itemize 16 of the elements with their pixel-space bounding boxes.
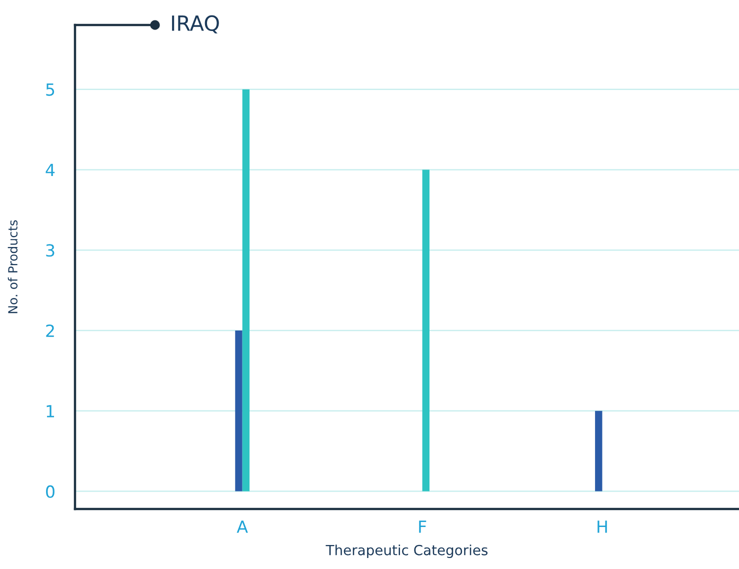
bar [422, 170, 430, 492]
bar [595, 410, 602, 492]
bar [235, 330, 242, 492]
x-axis-title: Therapeutic Categories [326, 544, 488, 558]
x-tick-label: H [598, 520, 607, 533]
x-tick-label: A [236, 520, 248, 533]
y-tick-label: 3 [46, 244, 54, 257]
chart-title: IRAQ [172, 15, 219, 34]
y-tick-label: 4 [46, 164, 55, 176]
bar [242, 89, 250, 492]
x-tick-label: F [419, 520, 426, 533]
y-tick-label: 0 [46, 485, 54, 498]
y-axis-title: No. of Products [8, 220, 18, 314]
y-tick-label: 5 [46, 84, 54, 96]
y-tick-label: 2 [46, 324, 54, 337]
y-tick-label: 1 [46, 405, 54, 418]
